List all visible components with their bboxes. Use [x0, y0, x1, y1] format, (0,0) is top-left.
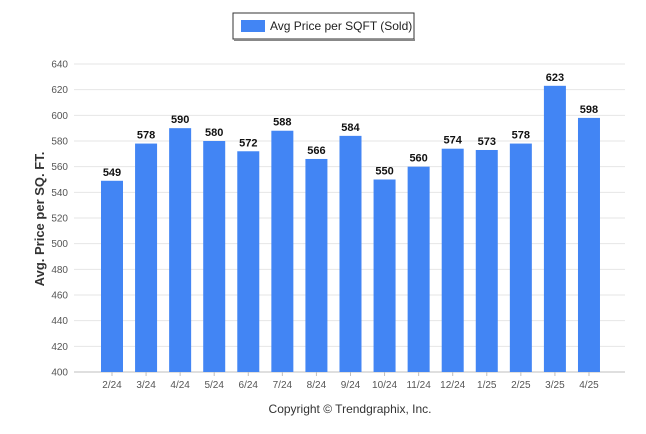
data-label: 574 — [444, 135, 463, 147]
x-tick-label: 9/24 — [341, 380, 361, 391]
bar — [475, 149, 498, 372]
bar — [441, 148, 464, 372]
bar — [339, 135, 362, 372]
y-tick-label: 640 — [51, 60, 68, 71]
data-label: 578 — [137, 130, 155, 142]
data-label: 573 — [478, 136, 496, 148]
legend-label: Avg Price per SQFT (Sold) — [270, 19, 412, 33]
y-tick-label: 520 — [51, 214, 68, 225]
y-tick-label: 540 — [51, 188, 68, 199]
x-tick-label: 4/25 — [579, 380, 599, 391]
x-tick-label: 3/25 — [545, 380, 565, 391]
bars — [101, 85, 600, 373]
data-label: 572 — [239, 137, 257, 149]
x-tick-label: 2/24 — [102, 380, 122, 391]
x-tick-label: 3/24 — [136, 380, 156, 391]
x-tick-label: 1/25 — [477, 380, 497, 391]
x-tick-label: 5/24 — [204, 380, 224, 391]
data-label: 588 — [273, 117, 291, 129]
y-tick-label: 580 — [51, 137, 68, 148]
x-axis-ticks: 2/24 3/24 4/24 5/24 6/24 7/24 8/24 9/24 10/24 11/… — [102, 372, 599, 391]
y-tick-label: 460 — [51, 291, 68, 302]
bar — [203, 141, 226, 372]
legend-swatch — [241, 20, 265, 32]
data-label: 578 — [512, 130, 530, 142]
bar — [169, 128, 192, 372]
x-tick-label: 4/24 — [170, 380, 190, 391]
x-tick-label: 6/24 — [239, 380, 259, 391]
y-axis-ticks: 400 420 440 460 480 500 520 540 560 580 600 620 640 — [51, 60, 68, 379]
y-tick-label: 560 — [51, 162, 68, 173]
data-label: 584 — [341, 122, 360, 134]
data-label: 549 — [103, 167, 121, 179]
x-tick-label: 8/24 — [307, 380, 327, 391]
y-tick-label: 400 — [51, 368, 68, 379]
data-label: 560 — [409, 153, 427, 165]
y-tick-label: 600 — [51, 111, 68, 122]
x-tick-label: 10/24 — [372, 380, 397, 391]
bar — [237, 151, 260, 372]
bar — [305, 158, 328, 372]
x-tick-label: 12/24 — [440, 380, 465, 391]
x-tick-label: 7/24 — [273, 380, 293, 391]
bar — [271, 130, 294, 372]
data-label: 566 — [307, 145, 325, 157]
bar — [577, 117, 600, 373]
data-label: 590 — [171, 114, 189, 126]
bar — [407, 166, 430, 372]
y-tick-label: 440 — [51, 316, 68, 327]
data-label: 580 — [205, 127, 223, 139]
bar — [509, 143, 532, 372]
y-tick-label: 480 — [51, 265, 68, 276]
data-label: 623 — [546, 72, 564, 84]
data-label: 598 — [580, 104, 598, 116]
x-tick-label: 11/24 — [406, 380, 431, 391]
y-tick-label: 620 — [51, 85, 68, 96]
legend: Avg Price per SQFT (Sold) — [232, 12, 415, 41]
bar — [135, 143, 158, 372]
y-tick-label: 420 — [51, 342, 68, 353]
bar — [101, 180, 123, 372]
data-labels: 549 578 590 580 572 588 566 584 550 560 574 573 578 6… — [103, 72, 598, 179]
x-tick-label: 2/25 — [511, 380, 531, 391]
data-label: 550 — [375, 166, 393, 178]
y-tick-label: 500 — [51, 239, 68, 250]
bar — [543, 85, 566, 373]
y-axis-title: Avg. Price per SQ. FT. — [32, 152, 47, 287]
bar — [373, 179, 396, 372]
copyright-text: Copyright © Trendgraphix, Inc. — [269, 402, 432, 416]
